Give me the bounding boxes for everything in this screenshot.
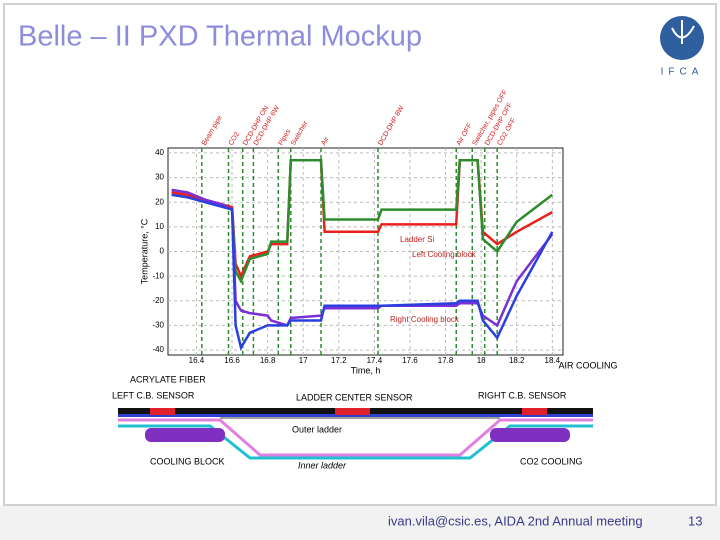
y-tick-label: 0: [160, 247, 165, 256]
diagram-label: Outer ladder: [292, 424, 342, 434]
x-tick-label: 16.6: [224, 356, 240, 365]
y-tick-label: 40: [155, 148, 164, 157]
diagram-label: CO2 COOLING: [520, 456, 583, 466]
y-tick-label: 10: [155, 222, 164, 231]
event-label: CO2: [228, 131, 241, 147]
x-tick-label: 17: [299, 356, 308, 365]
outer-ladder: [118, 418, 593, 457]
fiber: [118, 414, 593, 417]
diagram-label: Inner ladder: [298, 460, 347, 470]
left-cooling-block: [145, 428, 225, 442]
x-tick-label: 18: [477, 356, 486, 365]
right-sensor: [522, 408, 547, 415]
y-tick-label: 20: [155, 197, 164, 206]
diagram-label: AIR COOLING: [558, 360, 617, 370]
event-label: DCD-DHP 8W: [377, 104, 406, 146]
x-tick-label: 16.8: [260, 356, 276, 365]
frame: [3, 3, 717, 506]
plot-label: Ladder Si: [400, 235, 434, 244]
y-tick-label: -40: [152, 345, 164, 354]
y-tick-label: -30: [152, 321, 164, 330]
plot-label: Right Cooling block: [390, 315, 460, 324]
left-sensor: [150, 408, 175, 415]
footer-text: ivan.vila@csic.es, AIDA 2nd Annual meeti…: [388, 513, 643, 528]
x-tick-label: 16.4: [189, 356, 205, 365]
sensor-diagram: AIR COOLING ACRYLATE FIBER LEFT C.B. SEN…: [112, 360, 618, 470]
slide-title: Belle – II PXD Thermal Mockup: [18, 21, 422, 53]
page-number: 13: [688, 513, 702, 528]
x-axis-title: Time, h: [351, 365, 381, 375]
diagram-label: LEFT C.B. SENSOR: [112, 390, 195, 400]
x-tick-label: 17.2: [331, 356, 347, 365]
y-axis-title: Temperature, °C: [139, 218, 149, 284]
y-tick-label: -10: [152, 271, 164, 280]
y-tick-label: -20: [152, 296, 164, 305]
logo-glyph: [671, 20, 695, 44]
footer-band: [0, 506, 720, 540]
x-tick-label: 18.2: [509, 356, 525, 365]
event-label: Air: [320, 135, 331, 146]
x-tick-label: 17.4: [367, 356, 383, 365]
y-tick-label: 30: [155, 173, 164, 182]
diagram-label: LADDER CENTER SENSOR: [296, 392, 413, 402]
x-tick-label: 17.8: [438, 356, 454, 365]
x-tick-label: 17.6: [402, 356, 418, 365]
diagram-label: RIGHT C.B. SENSOR: [478, 390, 567, 400]
right-cooling-block: [490, 428, 570, 442]
x-tick-label: 18.4: [545, 356, 561, 365]
diagram-label: COOLING BLOCK: [150, 456, 225, 466]
diagram-label: ACRYLATE FIBER: [130, 374, 206, 384]
series-line: [171, 193, 554, 351]
logo-text: IFCA: [661, 67, 704, 78]
center-sensor: [335, 408, 370, 415]
inner-ladder: [118, 424, 593, 460]
plot-label: Left Cooling block: [412, 250, 477, 259]
chart: -40 -30 -20 -10 0 10 20 30 40 16.4 16.6 16.8 17 17.2 1…: [139, 89, 564, 375]
event-label: Switcher: [290, 120, 310, 147]
event-label: Beam pipe: [201, 114, 224, 147]
